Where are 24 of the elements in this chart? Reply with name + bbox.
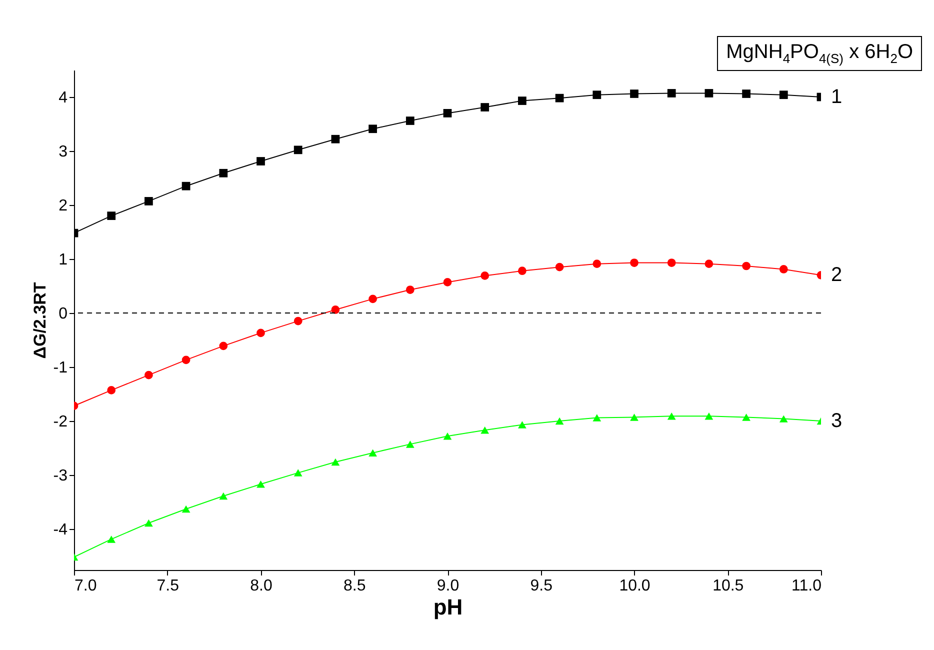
x-tick-label: 7.0 <box>74 578 97 594</box>
x-tick-label: 10.5 <box>712 578 744 594</box>
y-tick-label: -4 <box>53 521 68 538</box>
x-tick-label: 11.0 <box>792 578 822 594</box>
x-axis-title: pH <box>433 594 463 620</box>
x-tick-label: 8.0 <box>250 578 272 594</box>
series-label: 2 <box>831 264 842 286</box>
y-tick-label: 2 <box>58 197 68 214</box>
series-label: 3 <box>831 410 842 432</box>
x-tick-label: 8.5 <box>344 578 366 594</box>
y-tick-label: 1 <box>58 251 68 268</box>
x-tick-label: 9.5 <box>530 578 553 594</box>
x-tick-label: 9.0 <box>436 578 460 594</box>
series-label: 1 <box>831 86 842 108</box>
y-tick-label: -1 <box>53 359 68 376</box>
x-tick-label: 10.0 <box>619 578 650 594</box>
x-tick-label: 7.5 <box>156 578 180 594</box>
text: MgNH$_{4}$PO$_{4(S)}$ x 6H$_{2}$O <box>717 36 922 71</box>
y-tick-label: 3 <box>58 143 68 160</box>
y-tick-label: -3 <box>53 467 68 484</box>
y-axis-title: ΔG/2.3RT <box>30 282 50 359</box>
y-tick-label: 0 <box>58 305 68 322</box>
y-tick-label: 4 <box>58 90 68 106</box>
y-tick-label: -2 <box>53 413 68 430</box>
